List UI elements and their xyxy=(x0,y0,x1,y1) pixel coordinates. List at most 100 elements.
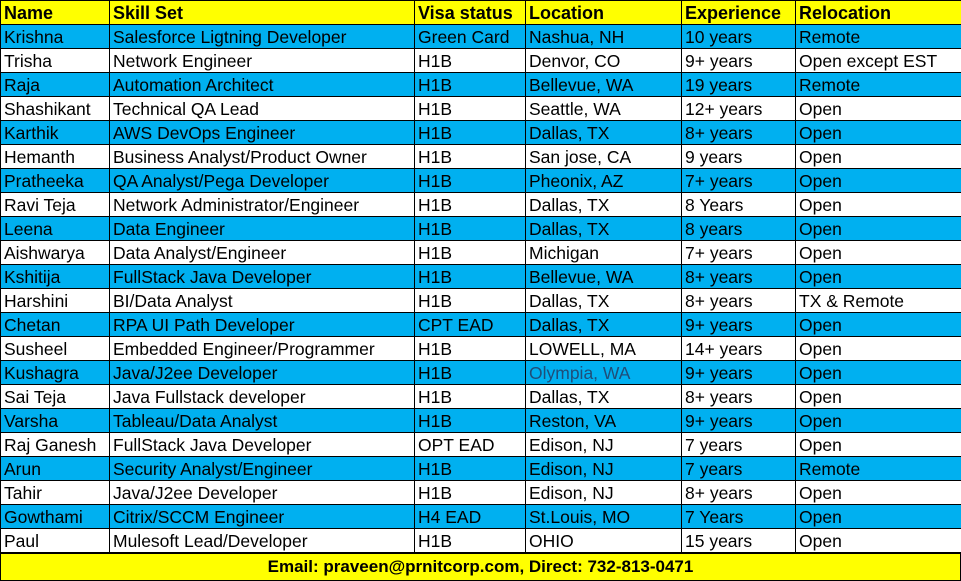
cell-visa-status: H1B xyxy=(414,240,526,265)
cell-location: Bellevue, WA xyxy=(525,72,682,97)
cell-skill-set: AWS DevOps Engineer xyxy=(109,120,415,145)
cell-name: Raj Ganesh xyxy=(0,432,110,457)
cell-visa-status: H1B xyxy=(414,72,526,97)
cell-experience: 8+ years xyxy=(681,120,796,145)
cell-location: Michigan xyxy=(525,240,682,265)
cell-name: Aishwarya xyxy=(0,240,110,265)
header-skill-set: Skill Set xyxy=(109,0,415,25)
cell-relocation: Open xyxy=(795,384,961,409)
table-row: Kushagra Java/J2ee Developer H1B Olympia, W… xyxy=(0,360,961,385)
cell-skill-set: QA Analyst/Pega Developer xyxy=(109,168,415,193)
cell-name: Chetan xyxy=(0,312,110,337)
cell-name: Leena xyxy=(0,216,110,241)
cell-skill-set: Automation Architect xyxy=(109,72,415,97)
table-row: Trisha Network Engineer H1B Denvor, CO 9+ ye… xyxy=(0,48,961,73)
cell-visa-status: H4 EAD xyxy=(414,504,526,529)
table-row: Kshitija FullStack Java Developer H1B Belle… xyxy=(0,264,961,289)
table-row: Aishwarya Data Analyst/Engineer H1B Michiga… xyxy=(0,240,961,265)
cell-name: Raja xyxy=(0,72,110,97)
cell-experience: 9+ years xyxy=(681,312,796,337)
cell-location: Dallas, TX xyxy=(525,120,682,145)
cell-skill-set: Data Engineer xyxy=(109,216,415,241)
cell-visa-status: CPT EAD xyxy=(414,312,526,337)
cell-skill-set: Java/J2ee Developer xyxy=(109,360,415,385)
cell-relocation: Open xyxy=(795,192,961,217)
table-row: Chetan RPA UI Path Developer CPT EAD Dallas… xyxy=(0,312,961,337)
header-experience: Experience xyxy=(681,0,796,25)
cell-visa-status: H1B xyxy=(414,336,526,361)
cell-relocation: Remote xyxy=(795,72,961,97)
cell-skill-set: Data Analyst/Engineer xyxy=(109,240,415,265)
table-row: Susheel Embedded Engineer/Programmer H1B LO… xyxy=(0,336,961,361)
cell-skill-set: Embedded Engineer/Programmer xyxy=(109,336,415,361)
cell-visa-status: H1B xyxy=(414,144,526,169)
cell-skill-set: Tableau/Data Analyst xyxy=(109,408,415,433)
cell-skill-set: Security Analyst/Engineer xyxy=(109,456,415,481)
table-row: Tahir Java/J2ee Developer H1B Edison, NJ 8+ … xyxy=(0,480,961,505)
cell-relocation: Open xyxy=(795,528,961,553)
cell-visa-status: Green Card xyxy=(414,24,526,49)
cell-location: St.Louis, MO xyxy=(525,504,682,529)
table-row: Karthik AWS DevOps Engineer H1B Dallas, TX 8… xyxy=(0,120,961,145)
header-relocation: Relocation xyxy=(795,0,961,25)
cell-visa-status: H1B xyxy=(414,384,526,409)
cell-location: Dallas, TX xyxy=(525,216,682,241)
cell-experience: 12+ years xyxy=(681,96,796,121)
cell-visa-status: OPT EAD xyxy=(414,432,526,457)
cell-skill-set: Java/J2ee Developer xyxy=(109,480,415,505)
cell-name: Kushagra xyxy=(0,360,110,385)
table-row: Pratheeka QA Analyst/Pega Developer H1B Phe… xyxy=(0,168,961,193)
cell-visa-status: H1B xyxy=(414,192,526,217)
cell-name: Ravi Teja xyxy=(0,192,110,217)
cell-relocation: Open xyxy=(795,120,961,145)
cell-relocation: TX & Remote xyxy=(795,288,961,313)
cell-name: Trisha xyxy=(0,48,110,73)
header-location: Location xyxy=(525,0,682,25)
cell-experience: 7 years xyxy=(681,456,796,481)
table-row: Paul Mulesoft Lead/Developer H1B OHIO 15 yea… xyxy=(0,528,961,553)
cell-relocation: Open xyxy=(795,360,961,385)
cell-name: Paul xyxy=(0,528,110,553)
cell-experience: 8 years xyxy=(681,216,796,241)
cell-experience: 8+ years xyxy=(681,480,796,505)
header-row: Name Skill Set Visa status Location Expe… xyxy=(0,0,961,25)
table-row: Gowthami Citrix/SCCM Engineer H4 EAD St.Lou… xyxy=(0,504,961,529)
cell-location: Seattle, WA xyxy=(525,96,682,121)
cell-skill-set: Mulesoft Lead/Developer xyxy=(109,528,415,553)
cell-relocation: Open xyxy=(795,432,961,457)
cell-visa-status: H1B xyxy=(414,480,526,505)
table-row: Raj Ganesh FullStack Java Developer OPT EA… xyxy=(0,432,961,457)
cell-skill-set: Network Engineer xyxy=(109,48,415,73)
cell-name: Tahir xyxy=(0,480,110,505)
cell-experience: 9+ years xyxy=(681,408,796,433)
cell-location: Edison, NJ xyxy=(525,432,682,457)
cell-name: Sai Teja xyxy=(0,384,110,409)
cell-visa-status: H1B xyxy=(414,528,526,553)
cell-relocation: Open except EST xyxy=(795,48,961,73)
contact-footer: Email: praveen@prnitcorp.com, Direct: 73… xyxy=(0,553,961,581)
cell-location: Dallas, TX xyxy=(525,192,682,217)
cell-name: Karthik xyxy=(0,120,110,145)
cell-name: Kshitija xyxy=(0,264,110,289)
cell-skill-set: Technical QA Lead xyxy=(109,96,415,121)
table-row: Sai Teja Java Fullstack developer H1B Dalla… xyxy=(0,384,961,409)
cell-relocation: Open xyxy=(795,216,961,241)
cell-skill-set: BI/Data Analyst xyxy=(109,288,415,313)
cell-location: Bellevue, WA xyxy=(525,264,682,289)
table-row: Harshini BI/Data Analyst H1B Dallas, TX 8+ y… xyxy=(0,288,961,313)
cell-location: Dallas, TX xyxy=(525,312,682,337)
cell-relocation: Open xyxy=(795,336,961,361)
cell-location: Denvor, CO xyxy=(525,48,682,73)
cell-relocation: Open xyxy=(795,480,961,505)
cell-skill-set: Java Fullstack developer xyxy=(109,384,415,409)
cell-skill-set: Business Analyst/Product Owner xyxy=(109,144,415,169)
table-row: Shashikant Technical QA Lead H1B Seattle, W… xyxy=(0,96,961,121)
table-row: Krishna Salesforce Ligtning Developer Gree… xyxy=(0,24,961,49)
cell-experience: 7+ years xyxy=(681,240,796,265)
cell-location: OHIO xyxy=(525,528,682,553)
table-row: Leena Data Engineer H1B Dallas, TX 8 years Op… xyxy=(0,216,961,241)
cell-location: San jose, CA xyxy=(525,144,682,169)
cell-name: Shashikant xyxy=(0,96,110,121)
cell-experience: 7 years xyxy=(681,432,796,457)
cell-experience: 14+ years xyxy=(681,336,796,361)
